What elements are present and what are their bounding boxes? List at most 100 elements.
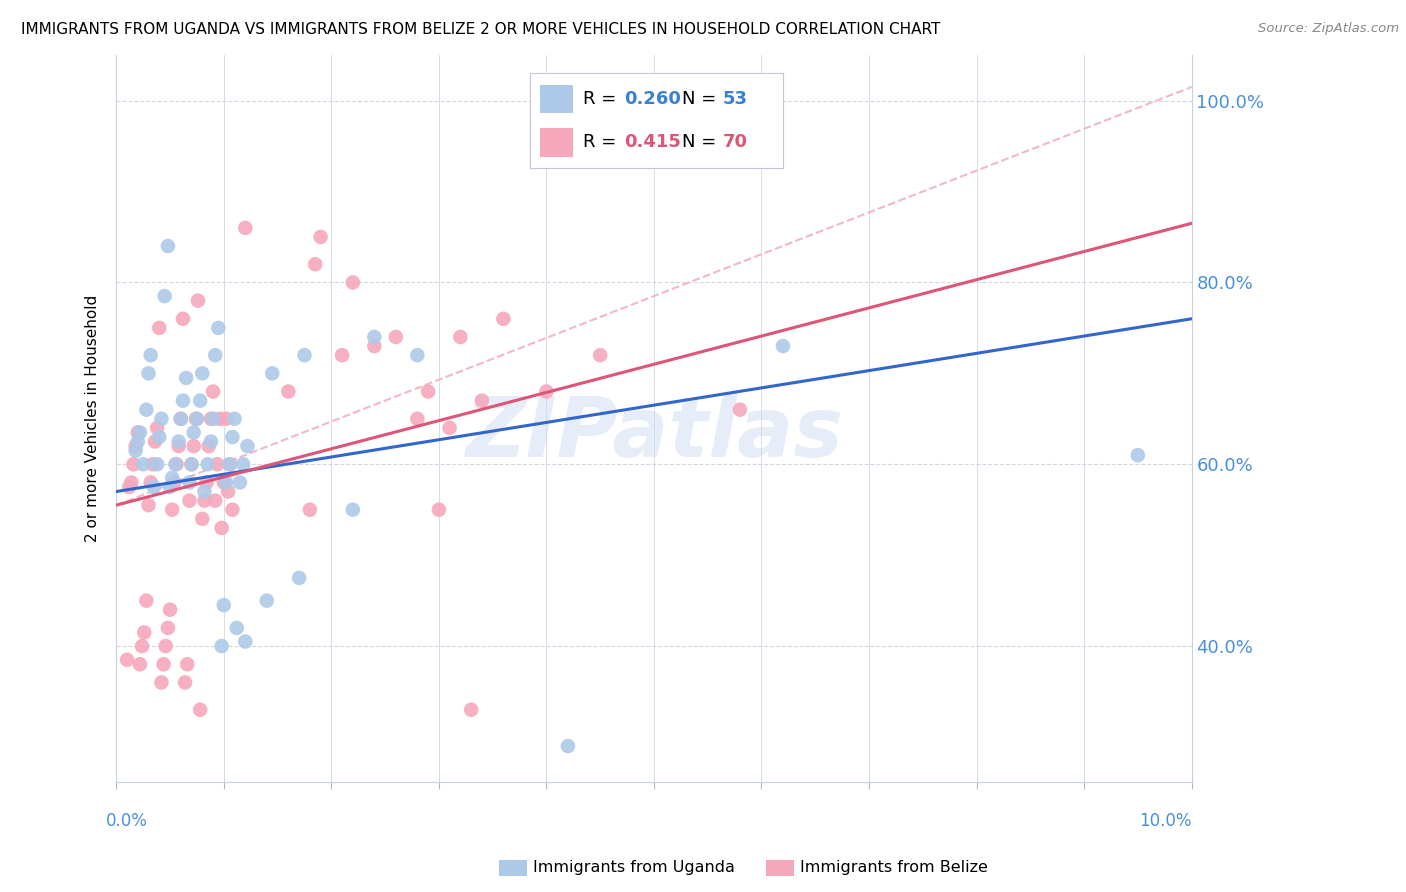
Point [406,348,429,362]
Point [229,475,252,490]
Point [204,348,226,362]
Point [183,439,205,453]
Point [212,598,235,612]
Point [146,457,169,471]
Point [309,230,332,244]
Point [135,593,157,607]
Point [200,434,222,449]
Point [416,384,439,399]
Point [218,457,240,471]
Point [135,402,157,417]
Point [159,480,181,494]
Point [207,457,229,471]
Point [197,439,219,453]
Point [193,493,215,508]
Point [167,434,190,449]
Point [159,603,181,617]
Point [330,348,353,362]
Point [202,412,225,426]
Point [224,412,246,426]
Text: 10.0%: 10.0% [1139,812,1192,830]
Text: Source: ZipAtlas.com: Source: ZipAtlas.com [1258,22,1399,36]
Point [129,657,152,672]
Point [148,430,170,444]
Point [170,412,193,426]
Point [221,502,243,516]
Point [204,493,226,508]
Point [492,311,515,326]
Point [180,457,202,471]
Point [153,289,176,303]
Point [363,330,385,344]
Point [183,425,205,440]
Point [174,371,197,385]
Point [191,367,214,381]
Point [215,475,238,490]
Point [262,367,284,381]
Point [460,703,482,717]
Point [772,339,794,353]
Point [132,457,155,471]
Point [217,484,239,499]
Point [233,634,256,648]
Point [127,425,149,440]
Point [174,675,197,690]
Point [118,480,141,494]
Point [215,412,238,426]
Point [176,657,198,672]
Point [406,412,429,426]
Point [124,443,146,458]
Point [160,502,183,516]
Point [184,412,207,426]
Point [163,475,186,490]
Point [172,311,194,326]
Point [208,412,231,426]
Point [186,412,208,426]
Point [155,639,177,653]
Point [134,625,156,640]
Point [536,384,558,399]
Point [298,502,321,516]
Point [165,457,187,471]
Point [427,502,450,516]
Point [294,348,316,362]
Point [156,621,179,635]
Point [304,257,326,271]
Point [439,421,461,435]
Point [142,480,165,494]
Point [138,367,160,381]
Point [557,739,579,753]
Point [180,457,202,471]
Text: Immigrants from Uganda: Immigrants from Uganda [533,861,735,875]
Point [256,593,278,607]
Point [221,430,243,444]
Point [131,639,153,653]
Point [146,421,169,435]
Point [449,330,471,344]
Point [589,348,612,362]
Y-axis label: 2 or more Vehicles in Household: 2 or more Vehicles in Household [86,295,100,542]
Point [197,457,219,471]
Point [385,330,408,344]
Point [139,475,162,490]
Point [179,493,201,508]
Point [277,384,299,399]
Point [127,434,149,449]
Point [188,703,211,717]
Point [195,475,218,490]
Point [170,412,193,426]
Point [212,475,235,490]
Point [219,457,242,471]
Text: 0.0%: 0.0% [105,812,148,830]
Point [187,293,209,308]
Point [236,439,259,453]
Point [142,457,165,471]
Point [363,339,385,353]
Point [232,457,254,471]
Point [172,393,194,408]
Point [160,471,183,485]
Point [122,457,145,471]
Point [148,321,170,335]
Point [191,512,214,526]
Point [179,475,201,490]
